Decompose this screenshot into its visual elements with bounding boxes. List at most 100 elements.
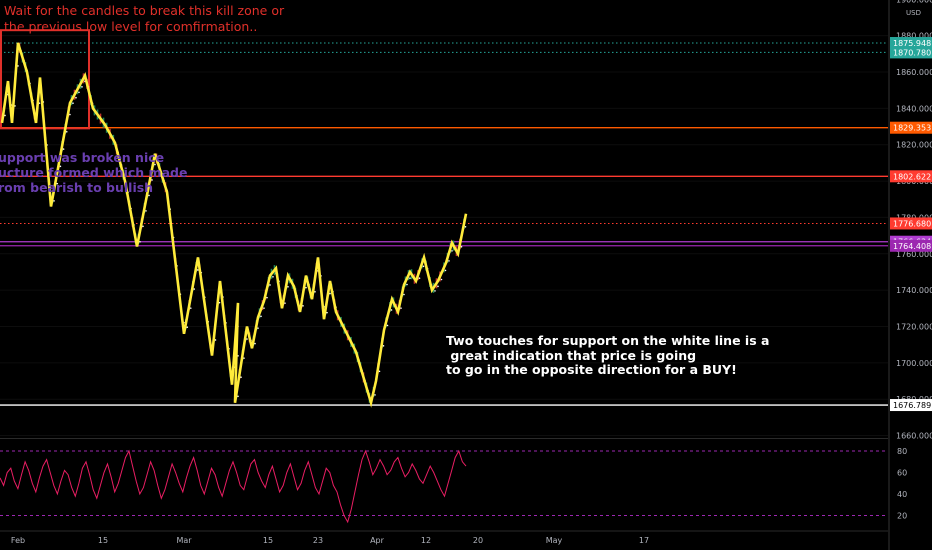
candle-dot [56, 182, 59, 185]
candle-dot [139, 240, 141, 243]
time-tick-label: 23 [313, 536, 323, 545]
candle-dot [314, 290, 316, 293]
time-tick-label: 15 [263, 536, 273, 545]
candle-dot [272, 275, 274, 278]
candle-dot [409, 277, 411, 279]
level-price-tag[interactable] [890, 217, 932, 230]
candle-dot [437, 285, 439, 288]
level-price-tag[interactable] [890, 121, 932, 134]
price-tick-label: 1760.000 [896, 250, 932, 259]
candle-dot [193, 288, 196, 290]
candle-dot [214, 339, 217, 341]
support-note: Two touches for support on the white lin… [446, 333, 770, 377]
horizontal-levels[interactable] [0, 42, 888, 406]
time-tick-label: 17 [639, 536, 649, 545]
level-price-tag[interactable] [890, 46, 932, 59]
candle-dot [448, 260, 450, 262]
level-price-label: 1776.680 [893, 219, 931, 228]
time-tick-label: May [546, 536, 563, 545]
rsi-tick-label: 80 [897, 447, 907, 456]
candle-dot [269, 284, 271, 286]
candle-dot [378, 370, 381, 373]
candle-dot [326, 311, 328, 314]
zigzag-line[interactable] [0, 42, 468, 408]
candle-dot [246, 338, 248, 340]
candle-dot [266, 296, 268, 299]
candle-dot [451, 250, 453, 252]
level-price-tag[interactable] [890, 170, 932, 183]
candle-dot [69, 113, 71, 116]
kill-zone-note: Wait for the candles to break this kill … [4, 3, 285, 34]
candle-dot [403, 293, 405, 296]
candle-dot [329, 292, 331, 295]
candle-dot [418, 277, 421, 279]
axis-background [889, 0, 932, 550]
price-tick-label: 1820.000 [896, 141, 932, 150]
level-price-tag[interactable] [890, 37, 932, 50]
candle-dot [151, 179, 153, 181]
candle-dot [460, 245, 463, 248]
rsi-tick-label: 60 [897, 469, 907, 478]
candle-dot [154, 163, 156, 166]
candle-dot [422, 265, 425, 268]
grid [0, 35, 888, 437]
candle-dot [400, 307, 402, 309]
candle-dot [65, 131, 68, 133]
candle-dot [263, 307, 265, 309]
candle-dot [260, 315, 262, 318]
candle-dot [81, 86, 83, 88]
time-tick-label: Apr [370, 536, 385, 545]
candle-dot [75, 96, 77, 99]
candle-dot [287, 285, 289, 288]
candle-dot [53, 200, 55, 202]
price-tick-label: 1720.000 [896, 322, 932, 331]
candle-dot [142, 225, 144, 228]
candle-dot [196, 269, 199, 271]
candle-dot [434, 290, 436, 292]
time-axis[interactable]: Feb 15 Mar 15 23 Apr 12 20 May 17 [0, 530, 888, 545]
currency-label: USD [906, 9, 921, 17]
price-tick-label: 1740.000 [896, 286, 932, 295]
candle-dot [386, 324, 389, 327]
time-tick-label: 12 [421, 536, 431, 545]
price-axis[interactable]: 1900.000 1880.000 1860.000 1840.000 1820.000… [888, 0, 932, 550]
price-tick-label: 1660.000 [896, 432, 932, 441]
price-tick-label: 1900.000 [896, 0, 932, 4]
candle-dot [145, 210, 147, 212]
level-price-label: 1829.353 [893, 124, 931, 133]
time-tick-label: 15 [98, 536, 108, 545]
candle-dot [382, 345, 385, 347]
rsi-pane[interactable] [0, 438, 888, 524]
price-tick-label: 1840.000 [896, 104, 932, 113]
candle-dot [186, 326, 189, 329]
level-price-label: 1870.780 [893, 48, 931, 57]
candle-dot [218, 301, 221, 304]
candle-dot [4, 114, 6, 117]
level-price-label: 1676.789 [893, 401, 931, 410]
structure-note: upport was broken nice ucture formed whi… [0, 150, 188, 195]
candle-dot [243, 357, 245, 359]
candle-dot [374, 394, 376, 396]
level-price-tag[interactable] [890, 399, 932, 412]
candle-dot [390, 309, 393, 311]
time-tick-label: Feb [11, 536, 25, 545]
rsi-line[interactable] [0, 449, 467, 524]
candle-dot [464, 225, 467, 228]
candle-dot [240, 376, 242, 379]
candle-dot [284, 302, 286, 304]
candle-dot [62, 148, 65, 150]
candle-dot [78, 91, 80, 94]
candle-dot [444, 269, 447, 272]
candle-dot [72, 102, 74, 104]
candle-dot [237, 395, 239, 398]
rsi-tick-label: 20 [897, 512, 907, 521]
level-price-tag[interactable] [890, 239, 932, 252]
level-price-label: 1802.622 [893, 172, 931, 181]
candle-dot [189, 307, 192, 309]
candle-dot [406, 283, 408, 286]
candle-dot [59, 165, 62, 168]
time-tick-label: 20 [473, 536, 483, 545]
candle-dot [38, 102, 41, 104]
